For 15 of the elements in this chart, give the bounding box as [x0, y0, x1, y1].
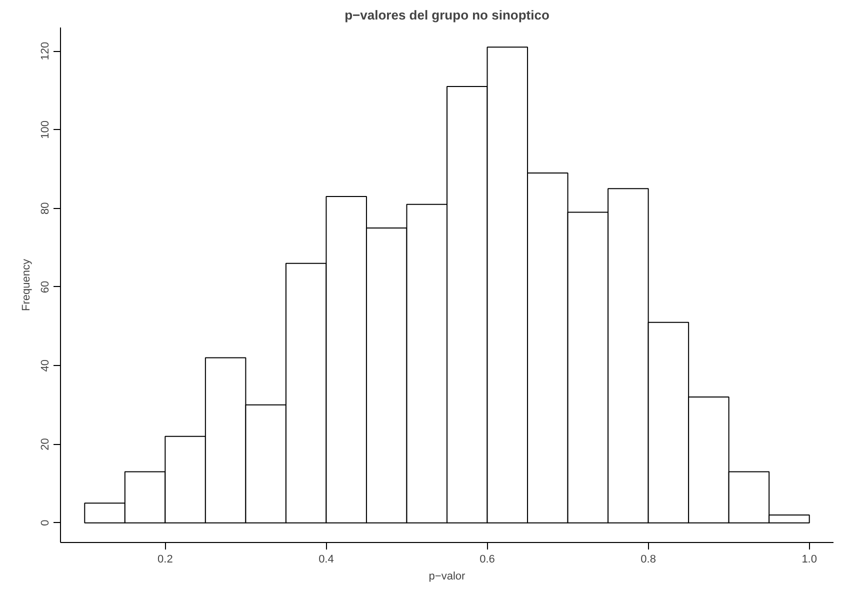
chart-title: p−valores del grupo no sinoptico — [344, 8, 550, 22]
y-tick-label: 20 — [40, 438, 52, 450]
y-tick-label: 40 — [40, 359, 52, 372]
x-tick-label: 0.4 — [318, 554, 334, 566]
y-tick-label: 0 — [40, 520, 52, 526]
x-tick-label: 0.8 — [640, 554, 656, 566]
x-tick-label: 1.0 — [802, 554, 817, 566]
x-tick-label: 0.6 — [480, 554, 495, 566]
y-tick-label: 80 — [40, 202, 52, 214]
x-tick-label: 0.2 — [158, 554, 173, 566]
x-axis-title: p−valor — [428, 570, 466, 582]
y-axis-title: Frequency — [20, 258, 32, 311]
y-tick-label: 100 — [40, 120, 52, 139]
y-tick-label: 120 — [40, 42, 52, 60]
y-tick-label: 60 — [40, 280, 52, 294]
